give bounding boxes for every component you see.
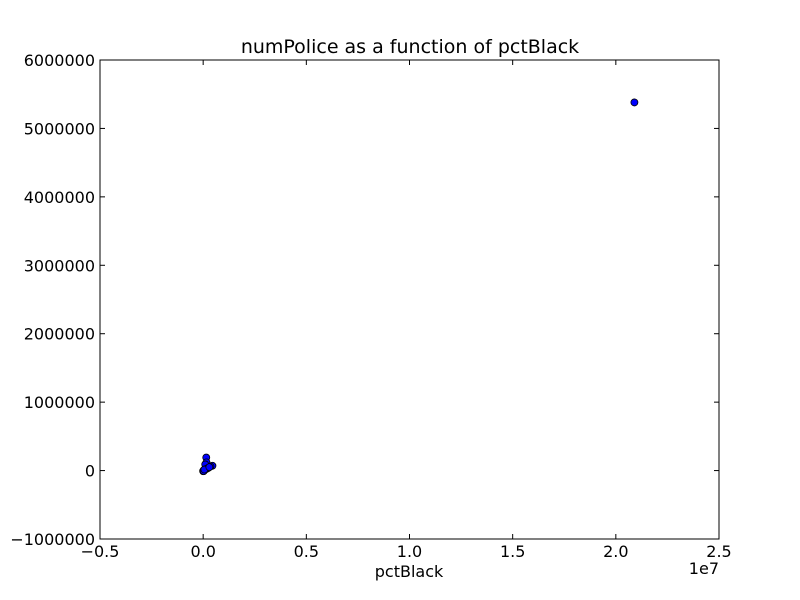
x-tick-label: 2.0 — [603, 542, 628, 561]
x-tick-label: 0.0 — [190, 542, 215, 561]
x-tick-label: 2.5 — [706, 542, 731, 561]
y-tick-label: 6000000 — [24, 51, 95, 70]
data-marks — [199, 98, 639, 476]
y-tick-label: −1000000 — [10, 530, 95, 549]
scatter-point — [205, 463, 214, 472]
chart-title: numPolice as a function of pctBlack — [241, 36, 579, 58]
x-axis-ticks: −0.5 0.0 0.5 1.0 1.5 2.0 2.5 — [81, 60, 732, 561]
x-tick-label: −0.5 — [81, 542, 120, 561]
x-tick-label: 0.5 — [294, 542, 319, 561]
y-tick-label: 3000000 — [24, 256, 95, 275]
x-tick-label: 1.0 — [397, 542, 422, 561]
plot-frame — [99, 59, 720, 540]
y-tick-label: 2000000 — [24, 325, 95, 344]
x-tick-label: 1.5 — [500, 542, 525, 561]
y-axis-ticks: −1000000 0 1000000 2000000 3000000 4000000 500… — [10, 51, 719, 549]
y-tick-label: 5000000 — [24, 119, 95, 138]
x-axis-offset-label: 1e7 — [689, 559, 719, 578]
y-tick-label: 4000000 — [24, 188, 95, 207]
scatter-point — [630, 98, 639, 107]
y-tick-label: 1000000 — [24, 393, 95, 412]
x-axis-label: pctBlack — [375, 562, 444, 581]
y-tick-label: 0 — [85, 462, 95, 481]
